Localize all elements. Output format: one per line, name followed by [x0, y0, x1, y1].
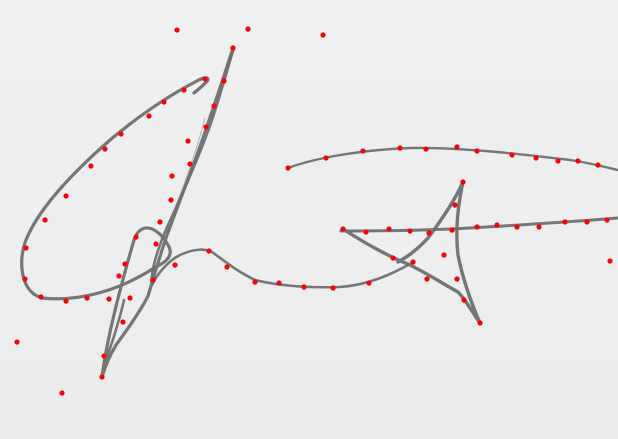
point-marker — [575, 158, 581, 164]
point-marker — [454, 276, 460, 282]
point-marker — [276, 280, 282, 286]
point-marker — [127, 295, 133, 301]
point-marker — [116, 273, 122, 279]
point-marker — [595, 162, 601, 168]
point-marker — [181, 87, 187, 93]
point-marker — [84, 295, 90, 301]
point-marker — [168, 197, 174, 203]
point-marker — [38, 294, 44, 300]
point-marker — [63, 193, 69, 199]
faint-hair-stroke — [175, 117, 206, 206]
point-marker — [452, 202, 458, 208]
point-marker — [187, 161, 193, 167]
point-marker — [363, 229, 369, 235]
point-marker — [101, 353, 107, 359]
big-loop-stroke — [20, 46, 235, 379]
point-marker — [397, 145, 403, 151]
point-marker — [461, 297, 467, 303]
point-marker — [366, 280, 372, 286]
point-marker — [474, 148, 480, 154]
point-marker — [474, 224, 480, 230]
point-marker — [120, 319, 126, 325]
point-marker — [330, 285, 336, 291]
point-marker — [42, 217, 48, 223]
point-marker — [211, 103, 217, 109]
point-marker — [146, 113, 152, 119]
point-marker — [301, 284, 307, 290]
point-marker — [340, 226, 346, 232]
point-marker — [157, 219, 163, 225]
point-marker — [206, 248, 212, 254]
point-marker — [150, 277, 156, 283]
point-marker — [584, 219, 590, 225]
point-marker — [118, 131, 124, 137]
point-marker — [59, 390, 65, 396]
star-stroke — [341, 180, 482, 325]
point-marker — [509, 152, 515, 158]
point-marker — [224, 264, 230, 270]
point-marker — [386, 226, 392, 232]
point-marker — [424, 276, 430, 282]
point-marker — [407, 228, 413, 234]
point-marker — [449, 227, 455, 233]
point-marker — [202, 76, 208, 82]
signature-strokes — [20, 46, 618, 379]
point-marker — [102, 146, 108, 152]
point-marker — [410, 259, 416, 265]
point-marker — [122, 261, 128, 267]
point-marker — [390, 255, 396, 261]
tail-stroke — [104, 298, 126, 362]
point-marker — [494, 222, 500, 228]
point-marker — [533, 155, 539, 161]
point-marker — [153, 241, 159, 247]
point-marker — [454, 144, 460, 150]
point-marker — [221, 78, 227, 84]
point-marker — [252, 279, 258, 285]
point-marker — [169, 173, 175, 179]
point-marker — [63, 298, 69, 304]
long-underline-stroke — [339, 216, 618, 233]
point-marker — [172, 262, 178, 268]
point-marker — [423, 146, 429, 152]
point-marker — [562, 219, 568, 225]
point-marker — [604, 217, 610, 223]
inner-loop-stroke — [150, 46, 412, 289]
point-marker — [133, 234, 139, 240]
point-marker — [555, 158, 561, 164]
point-marker — [99, 374, 105, 380]
point-marker — [514, 224, 520, 230]
point-marker — [536, 224, 542, 230]
point-marker — [106, 296, 112, 302]
point-marker — [285, 165, 291, 171]
point-marker — [460, 179, 466, 185]
top-arc-stroke — [286, 146, 618, 172]
point-marker — [174, 27, 180, 33]
point-marker — [185, 138, 191, 144]
point-marker — [360, 148, 366, 154]
point-marker — [320, 32, 326, 38]
point-marker — [23, 245, 29, 251]
point-marker — [323, 155, 329, 161]
point-marker — [441, 252, 447, 258]
point-marker — [607, 258, 613, 264]
point-marker — [230, 45, 236, 51]
point-marker — [88, 163, 94, 169]
point-marker — [22, 276, 28, 282]
point-marker — [161, 99, 167, 105]
point-marker — [245, 26, 251, 32]
point-markers — [14, 26, 613, 396]
point-marker — [14, 339, 20, 345]
point-marker — [477, 320, 483, 326]
point-marker — [203, 124, 209, 130]
point-marker — [426, 230, 432, 236]
